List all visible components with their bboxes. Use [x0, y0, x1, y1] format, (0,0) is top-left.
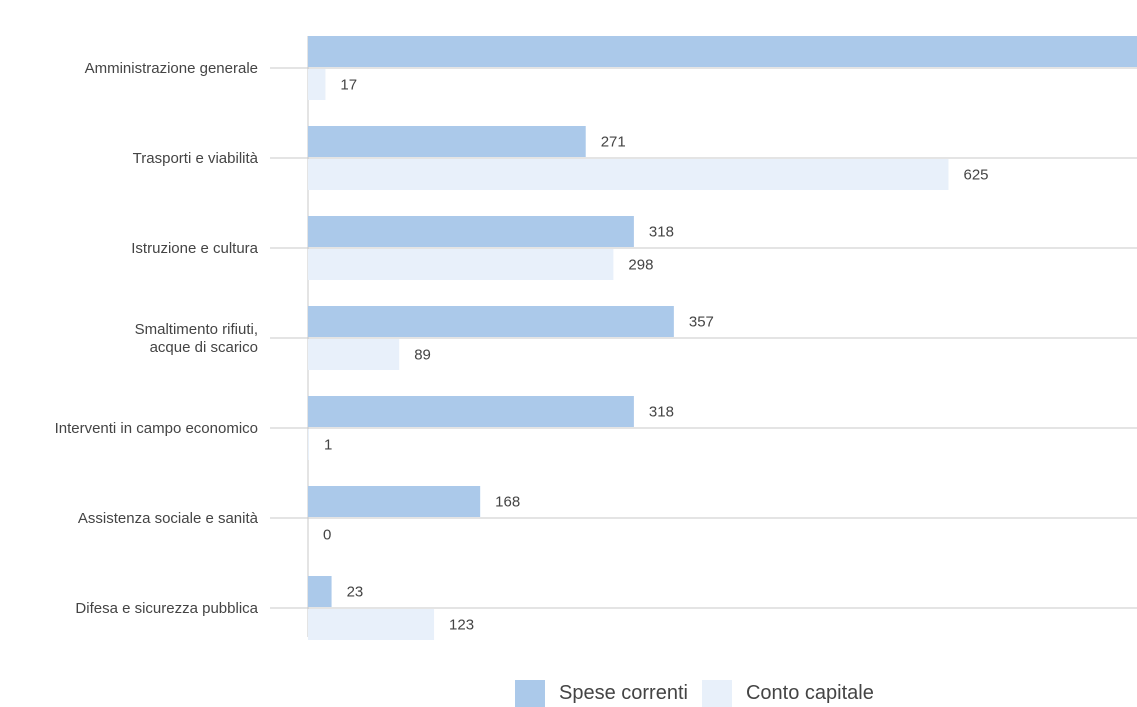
legend-item-spese-correnti: Spese correnti [515, 680, 688, 707]
category-label: Difesa e sicurezza pubblica [75, 600, 258, 617]
data-label: 123 [449, 617, 474, 634]
bar-conto-capitale [308, 69, 326, 100]
data-label: 357 [689, 314, 714, 331]
bar-spese-correnti [308, 396, 634, 427]
category-label: Smaltimento rifiuti, acque di scarico [135, 321, 258, 356]
bar-spese-correnti [308, 126, 586, 157]
bar-chart: Amministrazione generale96817Trasporti e… [55, 36, 1137, 640]
data-label: 168 [495, 494, 520, 511]
legend-swatch-conto-capitale [701, 680, 732, 707]
bar-spese-correnti [308, 216, 634, 247]
bar-spese-correnti [308, 36, 1137, 67]
data-label: 625 [964, 167, 989, 184]
legend-label-spese-correnti: Spese correnti [559, 682, 688, 704]
bar-conto-capitale [308, 339, 400, 370]
bar-conto-capitale [308, 609, 435, 640]
category-label: Istruzione e cultura [131, 240, 258, 257]
data-label: 1 [324, 437, 332, 454]
category-label: Amministrazione generale [85, 60, 258, 77]
data-label: 298 [628, 257, 653, 274]
bar-conto-capitale [308, 429, 310, 460]
data-label: 318 [649, 404, 674, 421]
data-label: 318 [649, 224, 674, 241]
data-label: 89 [414, 347, 431, 364]
category-label: Trasporti e viabilità [133, 150, 259, 167]
legend: Spese correnti Conto capitale [515, 680, 888, 707]
category-label: Interventi in campo economico [55, 420, 258, 437]
bar-conto-capitale [308, 159, 949, 190]
bar-spese-correnti [308, 306, 674, 337]
data-label: 0 [323, 527, 331, 544]
legend-label-conto-capitale: Conto capitale [745, 682, 874, 704]
legend-swatch-spese-correnti [515, 680, 545, 707]
data-label: 23 [347, 584, 364, 601]
bar-conto-capitale [308, 249, 614, 280]
data-label: 271 [601, 134, 626, 151]
bar-spese-correnti [308, 576, 332, 607]
data-label: 17 [340, 77, 357, 94]
bar-spese-correnti [308, 486, 481, 517]
legend-item-conto-capitale: Conto capitale [701, 680, 874, 707]
category-label: Assistenza sociale e sanità [78, 510, 259, 527]
